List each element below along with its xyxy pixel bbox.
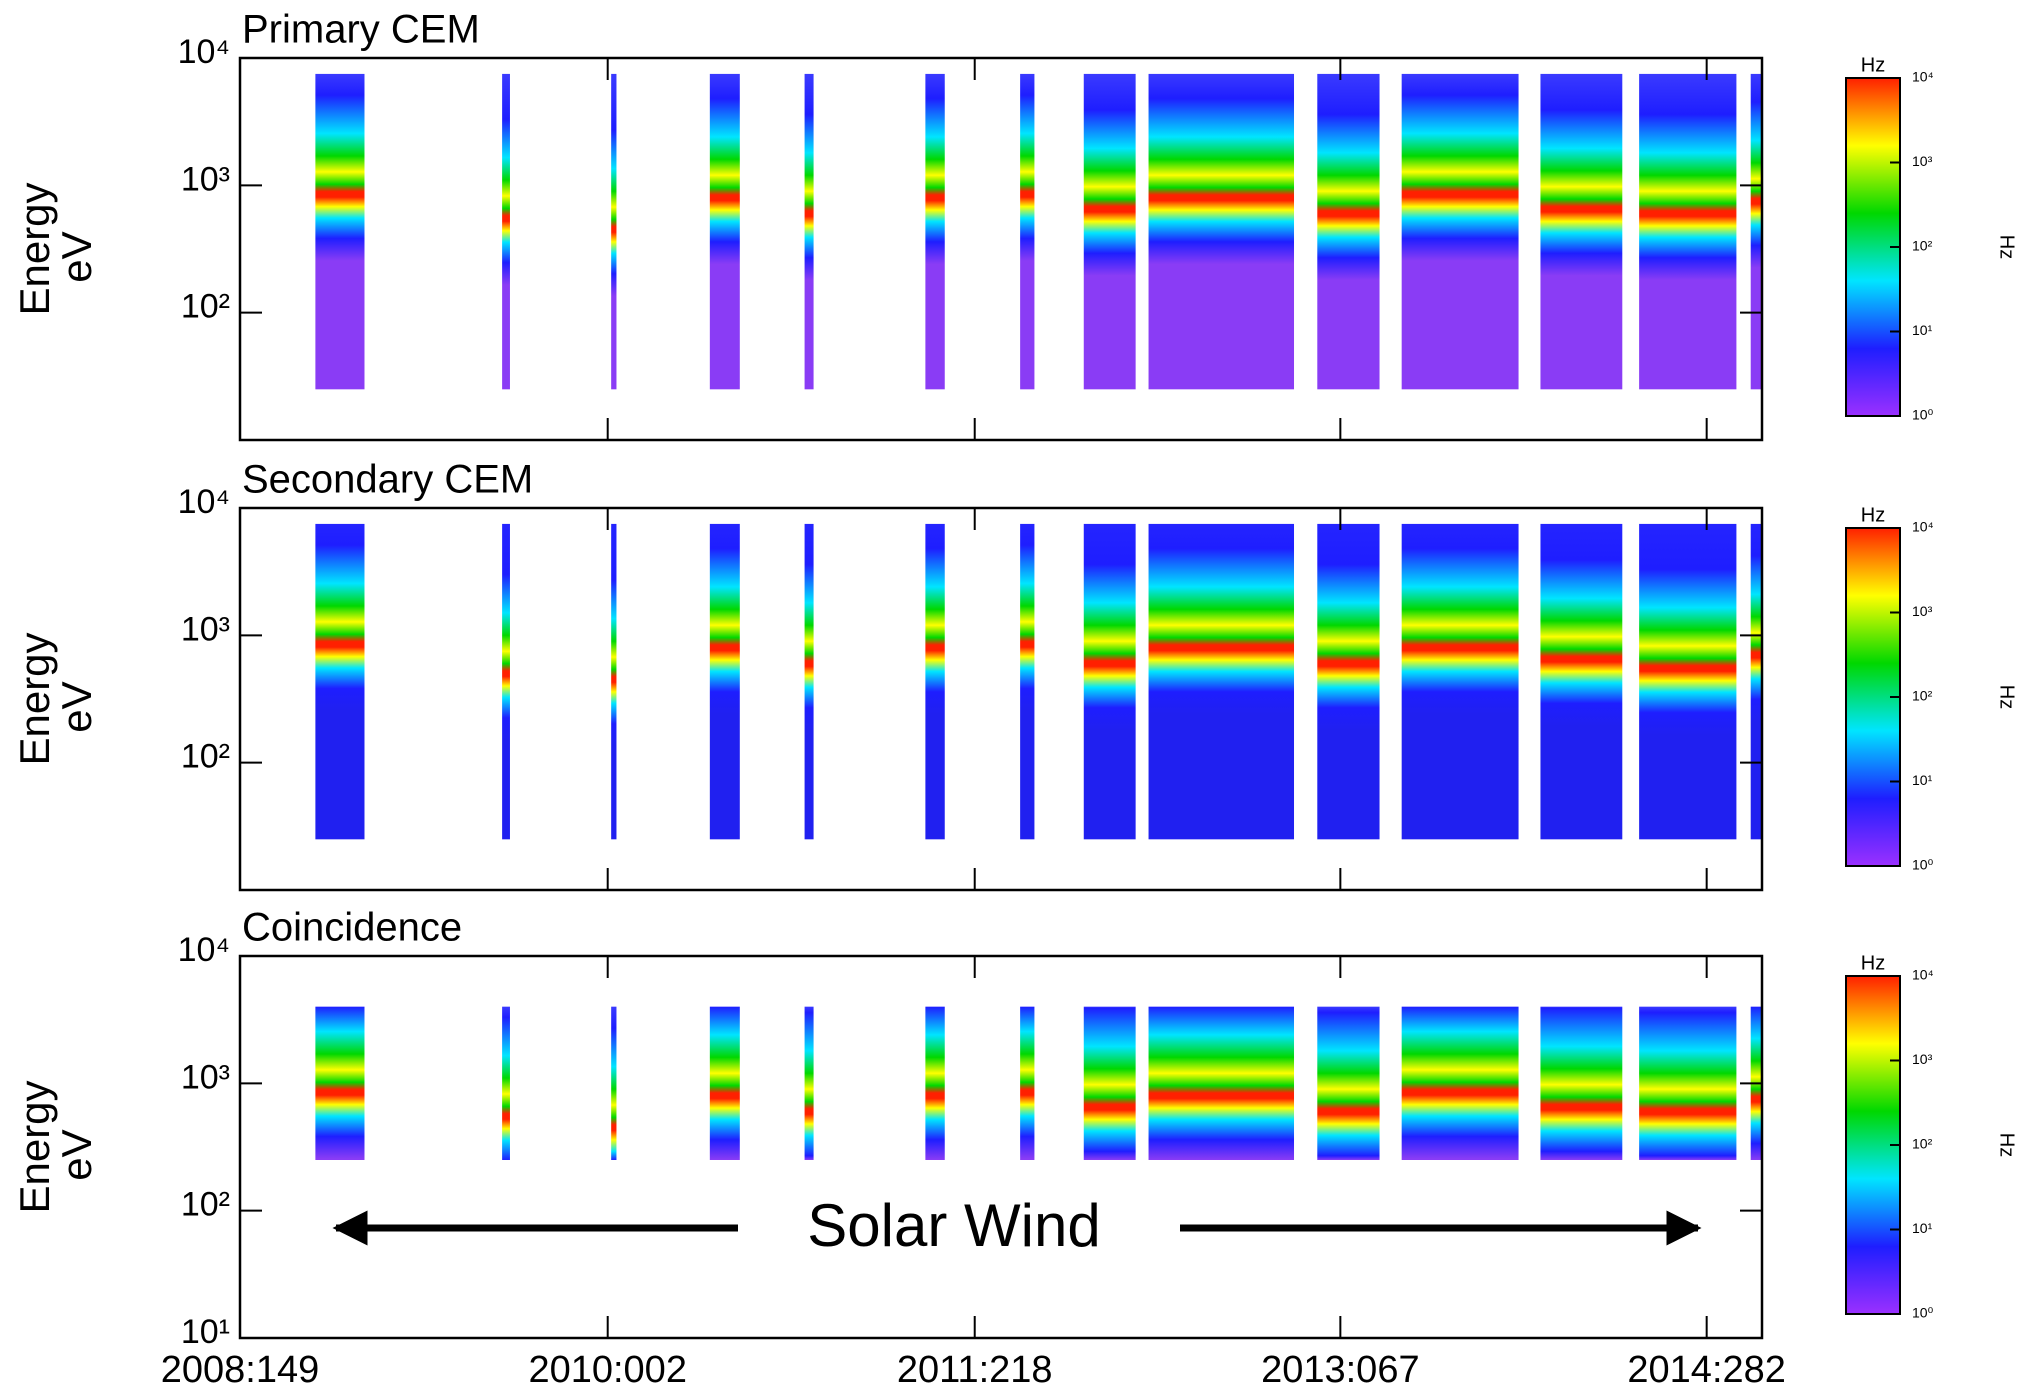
- spectrogram-segment: [804, 1006, 814, 1160]
- x-tick-label: 2010:002: [528, 1349, 687, 1385]
- spectrogram-segment: [315, 1006, 365, 1160]
- spectrogram-segment: [611, 523, 617, 840]
- spectrogram-segment: [1317, 523, 1380, 840]
- y-tick-label: 10³: [181, 610, 230, 648]
- spectrogram-segment: [1639, 523, 1737, 840]
- spectrogram-segment: [1020, 1006, 1035, 1160]
- spectrogram-segment: [1148, 523, 1295, 840]
- plot-frame: [238, 56, 1764, 442]
- colorbar-tick-label: 10¹: [1912, 1220, 1933, 1236]
- y-tick-label: 10¹: [181, 1313, 230, 1351]
- colorbar-unit: Hz: [1861, 952, 1885, 974]
- spectrogram-segment: [502, 523, 510, 840]
- colorbar-tick-label: 10¹: [1912, 772, 1933, 788]
- colorbar-unit: Hz: [1861, 504, 1885, 526]
- x-tick-label: 2008:149: [161, 1349, 320, 1385]
- y-tick-label: 10²: [181, 1186, 230, 1224]
- panel-title: Coincidence: [242, 906, 462, 950]
- x-tick-label: 2011:218: [897, 1349, 1053, 1385]
- spectrogram-segment: [1317, 73, 1380, 390]
- y-tick-label: 10²: [181, 288, 230, 326]
- colorbar-unit: Hz: [1861, 54, 1885, 76]
- spectrogram-segment: [1401, 1006, 1519, 1160]
- y-tick-label: 10⁴: [178, 33, 230, 71]
- spectrogram-segment: [1401, 523, 1519, 840]
- colorbar-tick-label: 10²: [1912, 1136, 1933, 1152]
- spectrogram-segment: [1750, 523, 1762, 840]
- spectrogram-segment: [611, 73, 617, 390]
- spectrogram-segment: [1639, 73, 1737, 390]
- spectrogram-segment: [611, 1006, 617, 1160]
- y-tick-label: 10²: [181, 738, 230, 776]
- y-axis-label: Energy: [11, 182, 58, 315]
- colorbar-tick-label: 10³: [1912, 1051, 1933, 1067]
- y-tick-label: 10⁴: [178, 483, 230, 521]
- colorbar-tick-label: 10³: [1912, 603, 1933, 619]
- y-axis-label: eV: [53, 1129, 100, 1180]
- panel-title: Primary CEM: [242, 8, 480, 52]
- colorbar-tick-label: 10²: [1912, 688, 1933, 704]
- spectrogram-segment: [502, 73, 510, 390]
- spectrogram-segment: [1540, 73, 1623, 390]
- spectrogram-segment: [804, 523, 814, 840]
- x-tick-label: 2014:282: [1627, 1349, 1786, 1385]
- y-axis-label: eV: [53, 231, 100, 282]
- spectrogram-segment: [804, 73, 814, 390]
- spectrogram-segment: [1317, 1006, 1380, 1160]
- x-tick-label: 2013:067: [1261, 1349, 1420, 1385]
- spectrogram-segment: [1083, 73, 1136, 390]
- spectrogram-segment: [1540, 1006, 1623, 1160]
- y-axis-label: eV: [53, 681, 100, 732]
- y-tick-label: 10³: [181, 1058, 230, 1096]
- colorbar-tick-label: 10¹: [1912, 322, 1933, 338]
- spectrogram-segment: [1639, 1006, 1737, 1160]
- colorbar-label: Hz: [1996, 685, 2018, 709]
- spectrogram-segment: [315, 73, 365, 390]
- spectrogram-segment: [925, 1006, 945, 1160]
- colorbar-label: Hz: [1996, 1133, 2018, 1157]
- annotation: Solar Wind: [807, 1192, 1100, 1259]
- spectrogram-segment: [1083, 1006, 1136, 1160]
- y-tick-label: 10⁴: [178, 931, 230, 969]
- spectrogram-segment: [925, 523, 945, 840]
- plot-frame: [238, 954, 1764, 1340]
- colorbar-tick-label: 10⁴: [1912, 967, 1934, 983]
- y-axis-label: Energy: [11, 632, 58, 765]
- y-tick-label: 10³: [181, 160, 230, 198]
- spectrogram-segment: [1540, 523, 1623, 840]
- spectrogram-segment: [709, 523, 740, 840]
- spectrogram-segment: [1148, 1006, 1295, 1160]
- colorbar-tick-label: 10²: [1912, 238, 1933, 254]
- spectrogram-segment: [1020, 523, 1035, 840]
- spectrogram-segment: [1750, 73, 1762, 390]
- spectrogram-segment: [315, 523, 365, 840]
- panel-title: Secondary CEM: [242, 458, 533, 502]
- spectrogram-segment: [709, 73, 740, 390]
- spectrogram-segment: [925, 73, 945, 390]
- spectrogram-segment: [502, 1006, 510, 1160]
- colorbar-tick-label: 10⁰: [1912, 407, 1934, 423]
- spectrogram-segment: [709, 1006, 740, 1160]
- colorbar-tick-label: 10³: [1912, 153, 1933, 169]
- colorbar-tick-label: 10⁴: [1912, 69, 1934, 85]
- colorbar-label: Hz: [1996, 235, 2018, 259]
- colorbar-tick-label: 10⁰: [1912, 1305, 1934, 1321]
- spectrogram-segment: [1401, 73, 1519, 390]
- spectrogram-segment: [1020, 73, 1035, 390]
- plot-frame: [238, 506, 1764, 892]
- spectrogram-segment: [1083, 523, 1136, 840]
- spectrogram-segment: [1148, 73, 1295, 390]
- colorbar-tick-label: 10⁴: [1912, 519, 1934, 535]
- y-axis-label: Energy: [11, 1080, 58, 1213]
- colorbar-tick-label: 10⁰: [1912, 857, 1934, 873]
